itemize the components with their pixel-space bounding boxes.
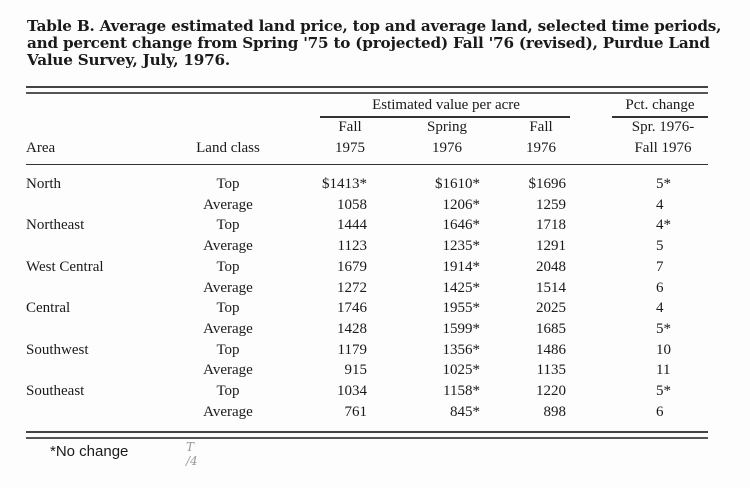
top-double-rule <box>26 86 708 94</box>
header-col3-b: 1976 <box>526 140 556 156</box>
cell-fall76: 2048 <box>536 258 566 275</box>
cell-fall75: 1034 <box>337 383 367 399</box>
cell-fall76: 1486 <box>536 341 566 358</box>
table-title: Table B. Average estimated land price, t… <box>27 17 722 69</box>
cell-fall76: 1291 <box>536 238 566 255</box>
cell-class: Average <box>203 279 253 296</box>
cell-class: Top <box>216 341 240 358</box>
cell-spring76: 1646* <box>442 217 481 234</box>
cell-class: Top <box>216 217 240 234</box>
cell-fall76: 1220 <box>536 383 566 399</box>
header-col2-a: Spring <box>426 119 468 135</box>
header-land-class: Land class <box>196 140 260 156</box>
cell-class: Average <box>203 403 253 420</box>
cell-pct: 6 <box>656 403 664 420</box>
cell-area: Northeast <box>26 217 85 234</box>
footnote: *No change <box>50 443 129 460</box>
header-rule <box>26 164 708 165</box>
cell-fall75: 1679 <box>337 258 367 275</box>
cell-class: Top <box>216 176 240 192</box>
header-estimated-value: Estimated value per acre <box>372 97 520 113</box>
header-area: Area <box>26 140 56 156</box>
cell-spring76: 1356* <box>442 341 481 358</box>
header-underline-value <box>320 116 570 118</box>
table-row: Northeast Top 1444 1646* 1718 4* <box>0 217 750 238</box>
cell-spring76: 845* <box>450 403 480 420</box>
table-row: Average 915 1025* 1135 11 <box>0 362 750 383</box>
header-col2-b: 1976 <box>432 140 462 156</box>
cell-fall75: 1058 <box>337 196 367 213</box>
table-row: Southwest Top 1179 1356* 1486 10 <box>0 342 750 363</box>
cell-spring76: $1610* <box>435 176 480 192</box>
header-col4-a: Spr. 1976- <box>631 119 695 135</box>
bottom-double-rule <box>26 431 708 439</box>
cell-fall76: 1135 <box>536 362 566 379</box>
cell-class: Average <box>203 238 253 255</box>
table-row: Central Top 1746 1955* 2025 4 <box>0 300 750 321</box>
cell-fall76: 1718 <box>536 217 566 234</box>
cell-class: Average <box>203 196 253 213</box>
cell-fall75: 761 <box>344 403 368 420</box>
cell-fall75: 1428 <box>337 320 367 337</box>
cell-pct: 4 <box>656 196 664 213</box>
table-row: North Top $1413* $1610* $1696 5* <box>0 176 750 197</box>
cell-class: Average <box>203 320 253 337</box>
cell-spring76: 1025* <box>442 362 481 379</box>
cell-pct: 5* <box>656 320 671 337</box>
cell-fall75: 1123 <box>337 238 367 255</box>
handwritten-marks: T/4 <box>186 440 198 468</box>
cell-pct: 10 <box>656 341 671 358</box>
table-row: Average 1428 1599* 1685 5* <box>0 321 750 342</box>
cell-class: Top <box>216 258 240 275</box>
cell-fall75: 1746 <box>337 300 367 317</box>
cell-spring76: 1158* <box>443 383 480 399</box>
cell-spring76: 1955* <box>442 300 481 317</box>
cell-pct: 4 <box>656 300 664 317</box>
cell-class: Average <box>203 362 253 379</box>
cell-fall76: 1685 <box>536 320 566 337</box>
cell-pct: 5* <box>656 383 671 399</box>
header-pct-change: Pct. change <box>625 97 695 113</box>
cell-fall75: 915 <box>344 362 368 379</box>
cell-area: West Central <box>26 258 104 275</box>
table-row: West Central Top 1679 1914* 2048 7 <box>0 259 750 280</box>
cell-spring76: 1914* <box>442 258 481 275</box>
cell-fall75: 1444 <box>337 217 367 234</box>
cell-fall75: 1179 <box>337 341 367 358</box>
cell-class: Top <box>216 300 240 317</box>
table-row: Southeast Top 1034 1158* 1220 5* <box>0 383 750 404</box>
cell-pct: 11 <box>656 362 671 379</box>
table-row: Average 1058 1206* 1259 4 <box>0 197 750 218</box>
header-col1-a: Fall <box>338 119 362 135</box>
cell-pct: 6 <box>656 279 664 296</box>
header-col4-b: Fall 1976 <box>634 140 692 156</box>
cell-fall76: 1514 <box>536 279 566 296</box>
cell-pct: 5* <box>656 176 671 192</box>
cell-area: North <box>26 176 61 192</box>
cell-area: Southeast <box>26 383 85 399</box>
cell-area: Southwest <box>26 341 89 358</box>
cell-fall76: $1696 <box>528 176 567 192</box>
header-underline-pct <box>612 116 708 118</box>
cell-class: Top <box>216 383 240 399</box>
header-col3-a: Fall <box>529 119 553 135</box>
table-row: Average 1123 1235* 1291 5 <box>0 238 750 259</box>
cell-fall76: 898 <box>543 403 567 420</box>
cell-fall76: 1259 <box>536 196 566 213</box>
cell-fall75: 1272 <box>337 279 367 296</box>
cell-area: Central <box>26 300 71 317</box>
cell-spring76: 1599* <box>442 320 481 337</box>
table-row: Average 761 845* 898 6 <box>0 404 750 425</box>
cell-pct: 5 <box>656 238 664 255</box>
header-col1-b: 1975 <box>335 140 365 156</box>
cell-fall76: 2025 <box>536 300 566 317</box>
cell-spring76: 1206* <box>442 196 481 213</box>
cell-fall75: $1413* <box>322 176 367 192</box>
cell-pct: 4* <box>656 217 671 234</box>
table-row: Average 1272 1425* 1514 6 <box>0 280 750 301</box>
cell-pct: 7 <box>656 258 664 275</box>
cell-spring76: 1235* <box>442 238 481 255</box>
cell-spring76: 1425* <box>442 279 481 296</box>
